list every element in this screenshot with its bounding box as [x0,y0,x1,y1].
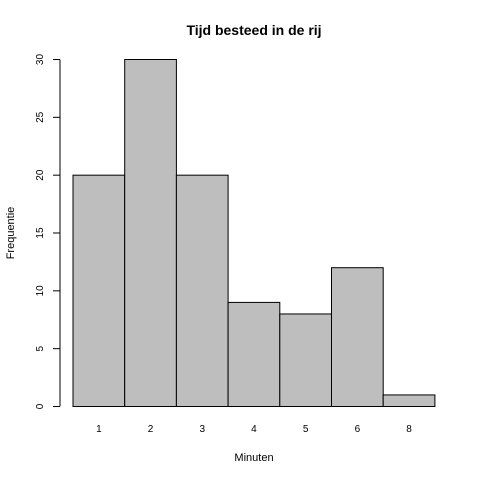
x-tick-label: 1 [96,424,102,435]
y-tick-label: 30 [35,54,46,66]
bar-3 [175,174,229,407]
y-tick-label: 15 [35,227,46,239]
x-tick-label: 3 [199,424,205,435]
x-tick-label: 6 [355,424,361,435]
x-tick-label: 4 [251,424,257,435]
y-tick-label: 10 [35,285,46,297]
chart-title: Tijd besteed in de rij [186,22,321,38]
bars-group [72,59,436,408]
x-tick-label: 8 [406,424,412,435]
y-tick-label: 25 [35,111,46,123]
y-tick-label: 20 [35,169,46,181]
bar-6 [331,267,384,408]
x-axis-label: Minuten [234,452,273,464]
bar-5 [279,313,332,408]
y-tick-label: 0 [35,403,46,409]
bar-1 [72,174,126,407]
x-tick-labels: 1 2 3 4 5 6 8 [96,424,412,435]
y-tick-label: 5 [35,345,46,351]
x-tick-label: 2 [148,424,154,435]
y-axis: 0 5 10 15 20 25 30 [35,54,61,409]
bar-8 [382,394,436,407]
y-axis-label: Frequentie [5,207,17,260]
bar-2 [124,59,177,407]
x-tick-label: 5 [303,424,309,435]
bar-4 [227,301,281,407]
